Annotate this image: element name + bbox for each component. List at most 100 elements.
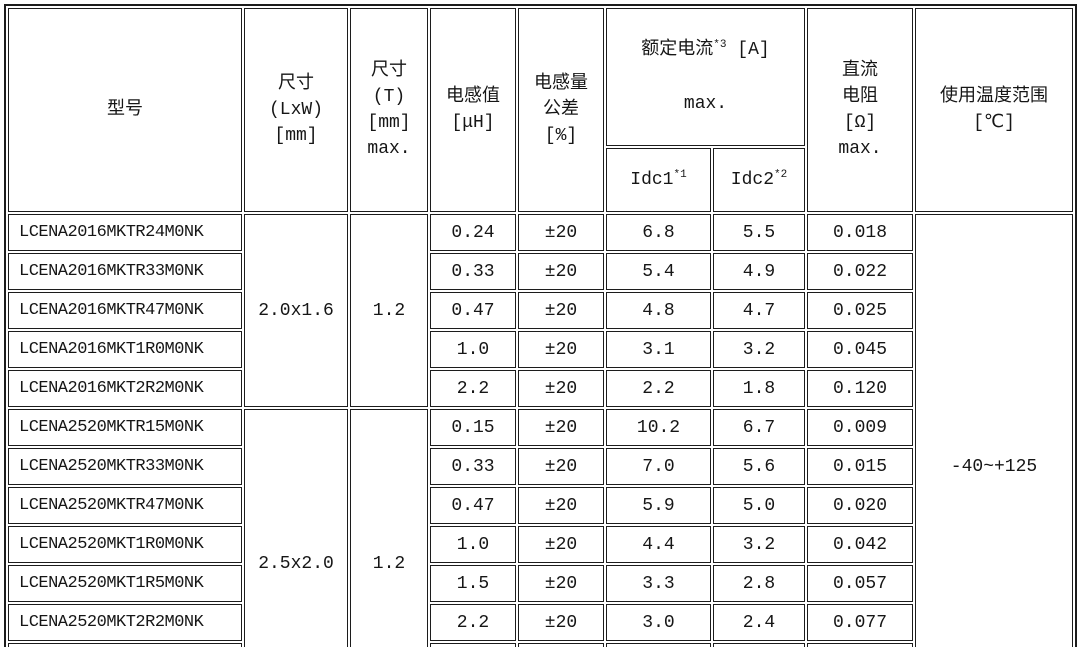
dcr-cell: 0.131 bbox=[807, 643, 914, 647]
idc2-cell: 4.9 bbox=[713, 253, 806, 291]
tolerance-cell: ±20 bbox=[518, 409, 604, 447]
header-size-t: 尺寸 (T) [mm] max. bbox=[350, 8, 428, 213]
idc2-cell: 2.4 bbox=[713, 604, 806, 642]
model-cell: LCENA2520MKTR47M0NK bbox=[8, 487, 242, 525]
idc2-cell: 1.8 bbox=[713, 643, 806, 647]
idc1-cell: 4.4 bbox=[606, 526, 711, 564]
inductance-cell: 0.47 bbox=[430, 292, 516, 330]
dcr-cell: 0.042 bbox=[807, 526, 914, 564]
table-row: LCENA2520MKT3R3M0NK 3.3 ±20 2.3 1.8 0.13… bbox=[8, 643, 1073, 647]
size-t-cell-group1: 1.2 bbox=[350, 214, 428, 408]
idc2-cell: 3.2 bbox=[713, 331, 806, 369]
dcr-cell: 0.018 bbox=[807, 214, 914, 252]
idc1-footnote-mark: *1 bbox=[673, 169, 687, 182]
model-cell: LCENA2016MKT2R2M0NK bbox=[8, 370, 242, 408]
idc2-cell: 3.2 bbox=[713, 526, 806, 564]
idc1-cell: 5.9 bbox=[606, 487, 711, 525]
idc1-cell: 7.0 bbox=[606, 448, 711, 486]
idc1-cell: 4.8 bbox=[606, 292, 711, 330]
idc1-cell: 5.4 bbox=[606, 253, 711, 291]
tolerance-cell: ±20 bbox=[518, 253, 604, 291]
idc2-cell: 5.0 bbox=[713, 487, 806, 525]
inductance-cell: 2.2 bbox=[430, 604, 516, 642]
tolerance-cell: ±20 bbox=[518, 331, 604, 369]
idc1-cell: 3.1 bbox=[606, 331, 711, 369]
header-row-top: 型号 尺寸 (LxW) [mm] 尺寸 (T) [mm] max. 电感值 [μ… bbox=[8, 8, 1074, 213]
dcr-cell: 0.025 bbox=[807, 292, 914, 330]
dcr-cell: 0.077 bbox=[807, 604, 914, 642]
dcr-cell: 0.015 bbox=[807, 448, 914, 486]
table-row: LCENA2520MKT2R2M0NK 2.2 ±20 3.0 2.4 0.07… bbox=[8, 604, 1073, 642]
model-cell: LCENA2016MKTR47M0NK bbox=[8, 292, 242, 330]
header-rated-current-line2: max. bbox=[683, 94, 728, 115]
table-row: LCENA2016MKTR24M0NK 2.0x1.6 1.2 0.24 ±20… bbox=[8, 214, 1074, 647]
tolerance-cell: ±20 bbox=[518, 526, 604, 564]
inductor-spec-table: 型号 尺寸 (LxW) [mm] 尺寸 (T) [mm] max. 电感值 [μ… bbox=[4, 4, 1078, 647]
header-inductance: 电感值 [μH] bbox=[430, 8, 516, 213]
idc2-label: Idc2 bbox=[730, 170, 775, 191]
model-cell: LCENA2520MKT3R3M0NK bbox=[8, 643, 242, 647]
tolerance-cell: ±20 bbox=[518, 604, 604, 642]
dcr-cell: 0.022 bbox=[807, 253, 914, 291]
tolerance-cell: ±20 bbox=[518, 370, 604, 408]
idc1-cell: 2.2 bbox=[606, 370, 711, 408]
dcr-cell: 0.045 bbox=[807, 331, 914, 369]
model-cell: LCENA2520MKT2R2M0NK bbox=[8, 604, 242, 642]
size-lw-cell-group2: 2.5x2.0 bbox=[244, 409, 348, 647]
size-lw-cell-group1: 2.0x1.6 bbox=[244, 214, 348, 408]
rated-current-label: 额定电流 bbox=[641, 40, 714, 61]
tolerance-cell: ±20 bbox=[518, 487, 604, 525]
model-cell: LCENA2016MKTR24M0NK bbox=[8, 214, 242, 252]
idc1-cell: 2.3 bbox=[606, 643, 711, 647]
inductance-cell: 0.33 bbox=[430, 448, 516, 486]
idc1-cell: 10.2 bbox=[606, 409, 711, 447]
inductance-cell: 1.0 bbox=[430, 331, 516, 369]
inductance-cell: 1.5 bbox=[430, 565, 516, 603]
table-row: LCENA2520MKT1R0M0NK 1.0 ±20 4.4 3.2 0.04… bbox=[8, 526, 1073, 564]
inductance-cell: 0.33 bbox=[430, 253, 516, 291]
inductance-cell: 3.3 bbox=[430, 643, 516, 647]
header-size-lw: 尺寸 (LxW) [mm] bbox=[244, 8, 348, 213]
tolerance-cell: ±20 bbox=[518, 214, 604, 252]
model-cell: LCENA2520MKTR33M0NK bbox=[8, 448, 242, 486]
inductance-cell: 0.24 bbox=[430, 214, 516, 252]
idc1-cell: 6.8 bbox=[606, 214, 711, 252]
inductance-cell: 1.0 bbox=[430, 526, 516, 564]
dcr-cell: 0.009 bbox=[807, 409, 914, 447]
table-row: LCENA2520MKTR33M0NK 0.33 ±20 7.0 5.6 0.0… bbox=[8, 448, 1073, 486]
header-rated-current: 额定电流*3 [A] max. bbox=[606, 8, 806, 147]
header-temp-range: 使用温度范围 [℃] bbox=[915, 8, 1074, 213]
temp-range-cell: -40~+125 bbox=[915, 214, 1074, 647]
model-cell: LCENA2520MKT1R5M0NK bbox=[8, 565, 242, 603]
table-row: LCENA2520MKT1R5M0NK 1.5 ±20 3.3 2.8 0.05… bbox=[8, 565, 1073, 603]
model-cell: LCENA2520MKT1R0M0NK bbox=[8, 526, 242, 564]
rated-current-footnote-mark: *3 bbox=[713, 39, 727, 52]
inductance-cell: 0.47 bbox=[430, 487, 516, 525]
model-cell: LCENA2016MKT1R0M0NK bbox=[8, 331, 242, 369]
idc2-cell: 5.5 bbox=[713, 214, 806, 252]
header-idc1: Idc1*1 bbox=[606, 148, 711, 213]
idc1-cell: 3.0 bbox=[606, 604, 711, 642]
tolerance-cell: ±20 bbox=[518, 643, 604, 647]
table-row: LCENA2016MKT2R2M0NK 2.2 ±20 2.2 1.8 0.12… bbox=[8, 370, 1073, 408]
model-cell: LCENA2016MKTR33M0NK bbox=[8, 253, 242, 291]
idc2-cell: 2.8 bbox=[713, 565, 806, 603]
idc2-footnote-mark: *2 bbox=[774, 169, 788, 182]
table-row: LCENA2016MKTR33M0NK 0.33 ±20 5.4 4.9 0.0… bbox=[8, 253, 1073, 291]
inductance-cell: 2.2 bbox=[430, 370, 516, 408]
tolerance-cell: ±20 bbox=[518, 448, 604, 486]
table-row: LCENA2520MKTR15M0NK 2.5x2.0 1.2 0.15 ±20… bbox=[8, 409, 1073, 647]
table-row: LCENA2016MKTR47M0NK 0.47 ±20 4.8 4.7 0.0… bbox=[8, 292, 1073, 330]
idc1-cell: 3.3 bbox=[606, 565, 711, 603]
header-tolerance: 电感量 公差 [%] bbox=[518, 8, 604, 213]
model-cell: LCENA2520MKTR15M0NK bbox=[8, 409, 242, 447]
tolerance-cell: ±20 bbox=[518, 565, 604, 603]
idc2-cell: 1.8 bbox=[713, 370, 806, 408]
idc1-label: Idc1 bbox=[630, 170, 674, 191]
table-row: LCENA2016MKT1R0M0NK 1.0 ±20 3.1 3.2 0.04… bbox=[8, 331, 1073, 369]
tolerance-cell: ±20 bbox=[518, 292, 604, 330]
inductance-cell: 0.15 bbox=[430, 409, 516, 447]
table-row: LCENA2520MKTR47M0NK 0.47 ±20 5.9 5.0 0.0… bbox=[8, 487, 1073, 525]
header-dc-resistance: 直流 电阻 [Ω] max. bbox=[807, 8, 914, 213]
